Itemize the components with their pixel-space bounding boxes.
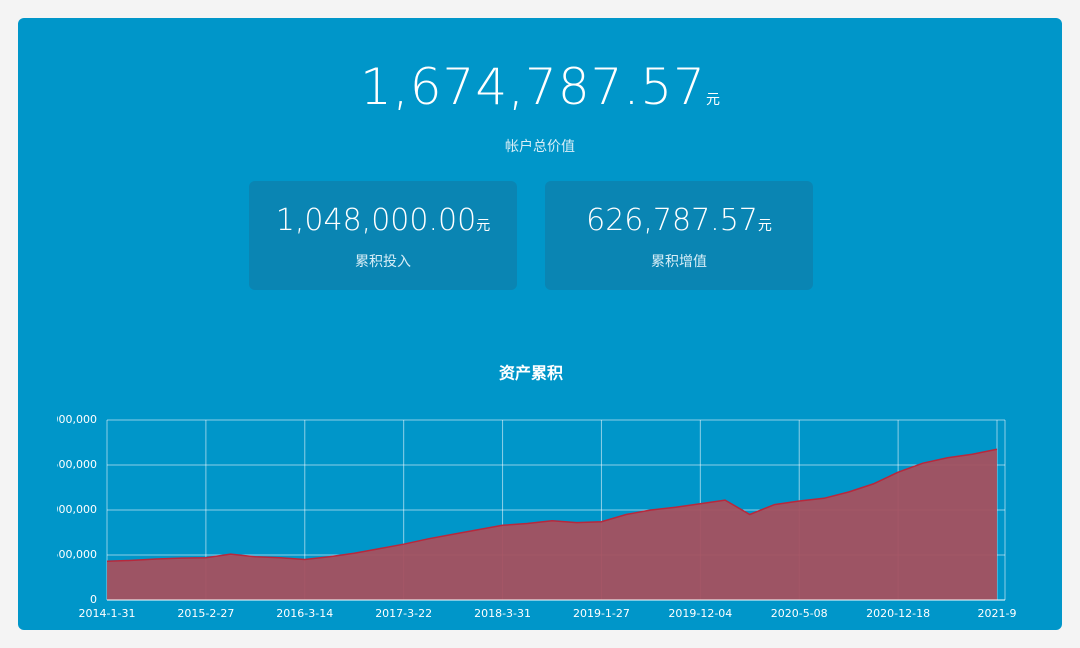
total-value: 1,674,787.57	[360, 58, 706, 116]
card-label: 累积投入	[355, 254, 411, 270]
plot: 0 500,000 1,000,000 1,500,000 2,000,000 2014-…	[41, 413, 1017, 620]
x-tick-label: 2018-3-31	[474, 607, 531, 620]
card: 626,787.57元 累积增值	[545, 181, 813, 290]
y-tick-label: 0	[90, 593, 97, 606]
y-tick-label: 1,500,000	[41, 458, 97, 471]
total-unit: 元	[705, 92, 720, 108]
x-tick-label: 2016-3-14	[276, 607, 333, 620]
card-value-row: 1,048,000.00元	[249, 203, 517, 238]
card-value: 1,048,000.00	[275, 203, 477, 238]
y-tick-label: 500,000	[52, 548, 98, 561]
y-tick-label: 1,000,000	[41, 503, 97, 516]
area	[107, 449, 997, 600]
total-label: 帐户总价值	[505, 139, 575, 155]
line	[106, 448, 998, 563]
x-tick-label: 2019-1-27	[573, 607, 630, 620]
chart-title: 资产累积	[499, 364, 563, 383]
x-tick-label: 2015-2-27	[177, 607, 234, 620]
x-tick-label: 2021-9	[978, 607, 1017, 620]
y-tick-label: 2,000,000	[41, 413, 97, 426]
card: 1,048,000.00元 累积投入	[249, 181, 517, 290]
card-unit: 元	[476, 218, 491, 234]
x-tick-label: 2017-3-22	[375, 607, 432, 620]
x-tick-label: 2014-1-31	[79, 607, 136, 620]
card-label: 累积增值	[651, 254, 707, 270]
x-tick-label: 2020-12-18	[866, 607, 930, 620]
x-tick-label: 2020-5-08	[771, 607, 828, 620]
card-value-row: 626,787.57元	[545, 203, 813, 238]
card-unit: 元	[757, 218, 772, 234]
card-value: 626,787.57	[586, 203, 758, 238]
x-tick-label: 2019-12-04	[668, 607, 732, 620]
total-row: 1,674,787.57元	[0, 58, 1080, 116]
